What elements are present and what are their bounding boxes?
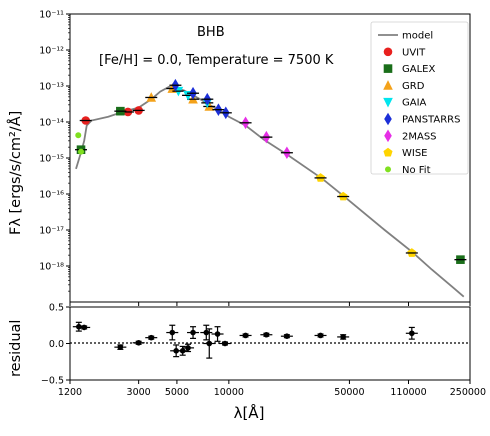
chart-title: BHB: [197, 25, 225, 40]
y-tick-label: 10⁻¹²: [39, 46, 64, 57]
sed-panel: 10⁻¹¹ 10⁻¹² 10⁻¹³ 10⁻¹⁴ 10⁻¹⁵ 10⁻¹⁶ 10⁻¹⁷ 10⁻¹⁸…: [39, 10, 471, 306]
legend: model UVIT GALEX GRD GAIA PANSTARRS 2MASS WISE N…: [370, 21, 469, 176]
legend-label-2mass: 2MASS: [402, 131, 437, 142]
residual-point: [179, 348, 186, 354]
photometry-points: [75, 78, 467, 264]
y-tick-label: 10⁻¹⁷: [39, 226, 64, 237]
y-tick-label: 10⁻¹¹: [39, 10, 64, 21]
residual-point: [148, 334, 155, 341]
residual-panel: 0.5 0.0 −0.5 1200 3000 5000 10000 50000 110000 2…: [41, 303, 486, 399]
residual-point: [317, 332, 324, 339]
sed-y-axis-ticks: 10⁻¹¹ 10⁻¹² 10⁻¹³ 10⁻¹⁴ 10⁻¹⁵ 10⁻¹⁶ 10⁻¹⁷ 10⁻¹⁸: [39, 10, 70, 292]
residual-y-tick-label: −0.5: [41, 376, 64, 387]
legend-label-gaia: GAIA: [402, 98, 427, 109]
legend-label-uvit: UVIT: [402, 47, 426, 58]
data-point-no-fit: [75, 132, 82, 139]
residual-y-axis-label: residual: [8, 320, 24, 377]
residual-point: [206, 340, 213, 347]
residual-points: [72, 321, 418, 359]
model-layer: [75, 85, 465, 298]
residual-point: [242, 332, 249, 339]
legend-swatch-wise: [383, 147, 393, 157]
residual-point: [117, 344, 124, 350]
residual-y-axis-ticks: 0.5 0.0 −0.5: [41, 303, 70, 387]
residual-point: [284, 333, 290, 340]
x-tick-label: 250000: [450, 387, 486, 398]
x-axis-label: λ[Å]: [234, 403, 265, 422]
y-tick-label: 10⁻¹⁵: [39, 154, 64, 165]
x-tick-label: 50000: [334, 387, 364, 398]
sed-x-axis-ticks: [69, 302, 471, 306]
legend-label-panstarrs: PANSTARRS: [402, 115, 460, 126]
legend-swatch-no-fit: [385, 166, 391, 173]
legend-swatch-uvit: [383, 47, 393, 57]
residual-point: [135, 339, 142, 346]
residual-point: [185, 345, 191, 351]
y-tick-label: 10⁻¹⁴: [39, 118, 64, 129]
y-tick-label: 10⁻¹⁸: [39, 262, 64, 273]
residual-point: [173, 348, 179, 354]
residual-y-tick-label: 0.5: [49, 303, 64, 314]
x-tick-label: 5000: [165, 387, 189, 398]
residual-point: [190, 329, 196, 336]
legend-label-no-fit: No Fit: [402, 165, 431, 176]
legend-swatch-gaia: [383, 97, 393, 108]
residual-point: [76, 323, 82, 330]
x-tick-label: 110000: [390, 387, 426, 398]
x-tick-label: 3000: [127, 387, 151, 398]
residual-point: [81, 324, 87, 331]
data-point-no-fit: [78, 148, 85, 155]
y-axis-label: Fλ [ergs/s/cm²/Å]: [7, 111, 24, 235]
residual-point: [340, 334, 346, 340]
legend-swatch-2mass: [384, 129, 392, 143]
residual-point: [214, 331, 221, 337]
legend-label-galex: GALEX: [402, 64, 435, 75]
legend-items: model UVIT GALEX GRD GAIA PANSTARRS 2MASS WISE N…: [378, 31, 460, 176]
model-curve: [75, 85, 465, 298]
residual-y-tick-label: 0.0: [49, 339, 64, 350]
legend-swatch-grd: [383, 80, 393, 90]
legend-label-wise: WISE: [402, 148, 428, 159]
residual-point: [203, 329, 210, 336]
legend-swatch-panstarrs: [384, 112, 392, 126]
legend-label-model: model: [402, 31, 433, 42]
residual-point: [263, 331, 270, 338]
legend-label-grd: GRD: [402, 81, 425, 92]
x-tick-label: 10000: [214, 387, 244, 398]
y-tick-label: 10⁻¹⁶: [39, 190, 64, 201]
residual-point: [222, 340, 228, 347]
residual-x-axis-ticks: 1200 3000 5000 10000 50000 110000 250000: [58, 380, 486, 398]
legend-swatch-galex: [383, 64, 393, 73]
y-tick-label: 10⁻¹³: [39, 82, 64, 93]
residual-point: [169, 329, 176, 336]
chart-subtitle: [Fe/H] = 0.0, Temperature = 7500 K: [99, 53, 334, 68]
legend-frame: [370, 21, 469, 175]
x-tick-label: 1200: [58, 387, 82, 398]
residual-point: [409, 330, 415, 337]
